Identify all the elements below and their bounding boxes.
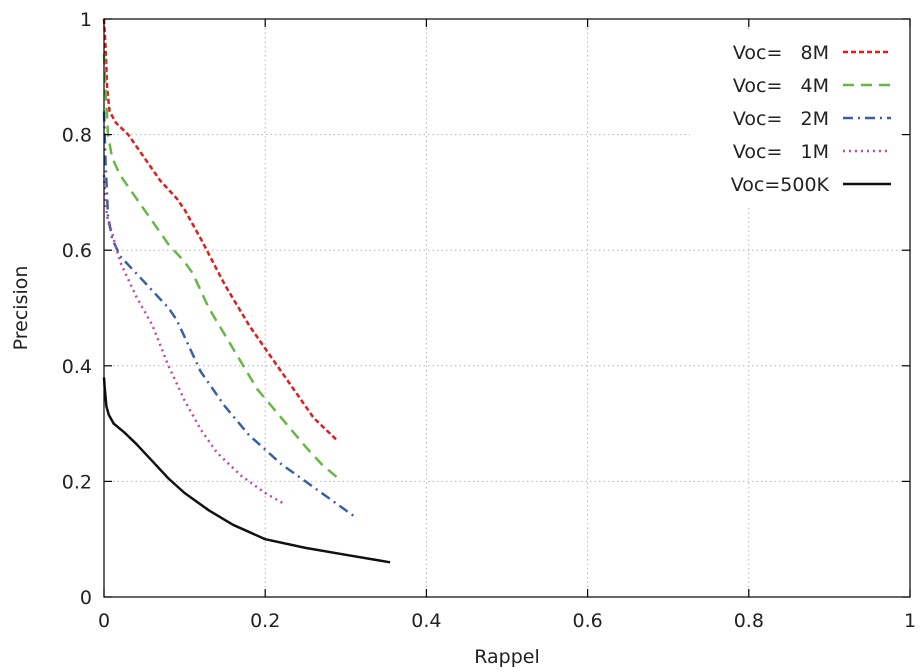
y-tick-label: 1 xyxy=(80,9,92,31)
y-tick-label: 0 xyxy=(80,587,92,609)
axis-ticks: 0 0.2 0.4 0.6 0.8 1 0 0.2 0.4 0.6 0.8 1 xyxy=(62,9,916,632)
plot-series xyxy=(102,18,391,564)
plot-frame xyxy=(103,18,911,598)
x-tick-label: 1 xyxy=(904,610,916,632)
x-tick-label: 0.8 xyxy=(734,610,764,632)
legend-label: Voc= 8M xyxy=(733,42,829,64)
x-axis-title: Rappel xyxy=(474,646,540,668)
legend-label: Voc= 2M xyxy=(733,108,829,130)
series-line-2 xyxy=(102,53,343,483)
y-tick-label: 0.8 xyxy=(62,125,92,147)
series-line-5 xyxy=(102,377,391,564)
y-axis-title: Precision xyxy=(10,266,32,351)
x-tick-label: 0.6 xyxy=(572,610,602,632)
y-tick-label: 0.6 xyxy=(62,240,92,262)
series-line-4 xyxy=(102,175,287,506)
y-tick-label: 0.4 xyxy=(62,356,92,378)
series-line-3 xyxy=(102,111,355,518)
legend-label: Voc= 4M xyxy=(733,75,829,97)
x-tick-label: 0.4 xyxy=(411,610,441,632)
legend-label: Voc=500K xyxy=(731,174,830,196)
x-tick-label: 0 xyxy=(98,610,110,632)
legend-label: Voc= 1M xyxy=(733,141,829,163)
series-line-1 xyxy=(102,18,339,442)
x-tick-label: 0.2 xyxy=(250,610,280,632)
y-tick-label: 0.2 xyxy=(62,471,92,493)
legend: Voc= 8M Voc= 4M Voc= 2M Voc= 1M Voc=500K xyxy=(690,30,900,206)
